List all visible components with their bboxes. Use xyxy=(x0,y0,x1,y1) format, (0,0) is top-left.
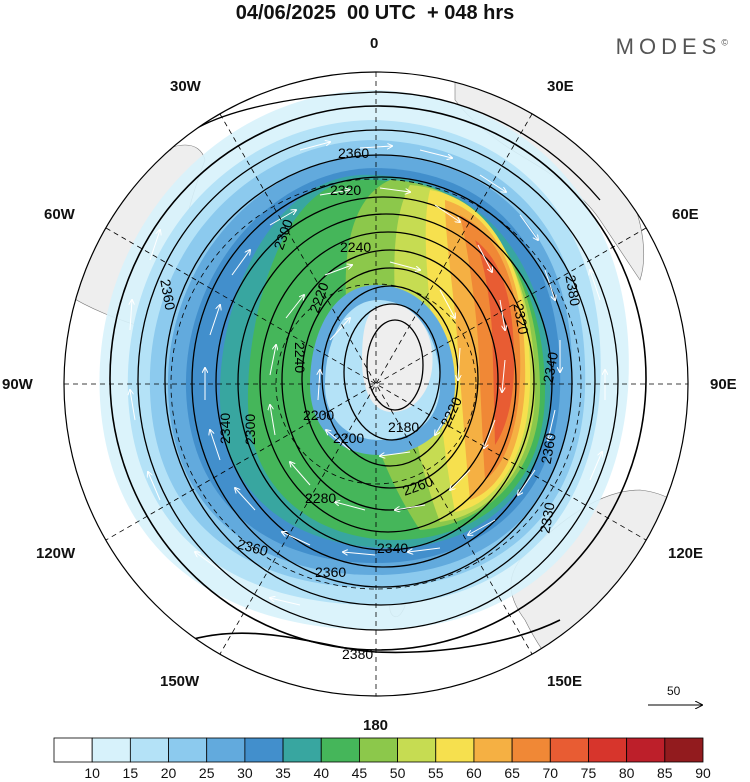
colorbar-label: 20 xyxy=(160,765,177,781)
colorbar-swatch xyxy=(282,737,322,763)
map-frame xyxy=(63,71,689,697)
lon-label-60e: 60E xyxy=(672,206,699,223)
colorbar-label: 15 xyxy=(122,765,139,781)
wind-speed-shading xyxy=(99,90,629,630)
colorbar-swatch xyxy=(91,737,131,763)
lon-label-90w: 90W xyxy=(2,376,33,393)
lon-label-60w: 60W xyxy=(44,206,75,223)
contour-label: 2240 xyxy=(292,342,308,373)
lon-label-120e: 120E xyxy=(668,545,704,562)
colorbar-swatch xyxy=(511,737,551,763)
colorbar-label: 70 xyxy=(542,765,559,781)
colorbar-label: 75 xyxy=(580,765,597,781)
lon-label-150w: 150W xyxy=(160,673,200,690)
contour-label: 2240 xyxy=(340,239,371,255)
contour-label: 2280 xyxy=(305,490,336,506)
contour-label: 2200 xyxy=(333,430,364,446)
colorbar-label: 10 xyxy=(84,765,100,781)
colorbar-label: 55 xyxy=(427,765,444,781)
colorbar-swatch xyxy=(53,737,93,763)
graticule xyxy=(64,72,688,696)
lon-label-90e: 90E xyxy=(710,376,737,393)
contour-label: 2200 xyxy=(303,407,334,423)
colorbar-swatch xyxy=(626,737,666,763)
contour-label: 2360 xyxy=(338,145,369,161)
colorbar-label: 25 xyxy=(198,765,215,781)
colorbar-swatch xyxy=(435,737,475,763)
lon-label-180: 180 xyxy=(363,717,389,734)
colorbar-label: 35 xyxy=(275,765,291,781)
colorbar-swatch xyxy=(206,737,246,763)
colorbar-swatch xyxy=(473,737,513,763)
contour-label: 2320 xyxy=(510,302,531,336)
colorbar-label: 80 xyxy=(618,765,635,781)
contour-label: 2180 xyxy=(388,419,419,435)
contour-label: 2330 xyxy=(536,501,557,535)
colorbar-label: 85 xyxy=(657,765,673,781)
lon-label-30e: 30E xyxy=(547,78,574,95)
copyright-mark: © xyxy=(721,37,728,48)
colorbar-swatch xyxy=(129,737,169,763)
contour-label: 2340 xyxy=(377,540,408,556)
colorbar-label: 50 xyxy=(389,765,406,781)
colorbar-swatch xyxy=(359,737,398,763)
contour-label: 2360 xyxy=(315,564,346,580)
colorbar-label: 90 xyxy=(695,765,711,781)
colorbar-label: 30 xyxy=(237,765,253,781)
colorbar-label: 45 xyxy=(351,765,368,781)
lon-label-120w: 120W xyxy=(36,545,76,562)
lon-label-0: 0 xyxy=(370,35,379,52)
colorbar-swatch xyxy=(320,737,360,763)
lon-label-150e: 150E xyxy=(547,673,583,690)
map-disc: 2360 2320 2300 2240 2220 2240 2200 2180 … xyxy=(64,72,688,696)
colorbar-label: 40 xyxy=(313,765,330,781)
colorbar-swatch xyxy=(588,737,628,763)
contour-label: 2340 xyxy=(217,413,233,444)
brand-logo: MODES© xyxy=(616,34,728,60)
lon-label-30w: 30W xyxy=(170,78,201,95)
colorbar-swatch xyxy=(244,737,284,763)
contour-label: 2360 xyxy=(538,432,559,466)
map-title: 04/06/2025 00 UTC + 048 hrs xyxy=(235,2,515,24)
contour-label: 2300 xyxy=(242,414,258,445)
contour-label: 2360 xyxy=(157,278,178,312)
colorbar-swatch xyxy=(168,737,208,763)
brand-name: MODES xyxy=(615,34,722,59)
contour-label: 2380 xyxy=(342,646,373,662)
colorbar-swatch xyxy=(664,737,704,763)
reference-vector-label: 50 xyxy=(667,684,681,698)
colorbar-label: 60 xyxy=(466,765,482,781)
contour-label: 2380 xyxy=(562,274,583,308)
colorbar-label: 65 xyxy=(504,765,520,781)
contour-label: 2320 xyxy=(330,182,361,198)
colorbar-swatch xyxy=(549,737,589,763)
colorbar xyxy=(53,737,704,763)
contour-label: 2340 xyxy=(540,351,561,385)
colorbar-swatch xyxy=(397,737,437,763)
